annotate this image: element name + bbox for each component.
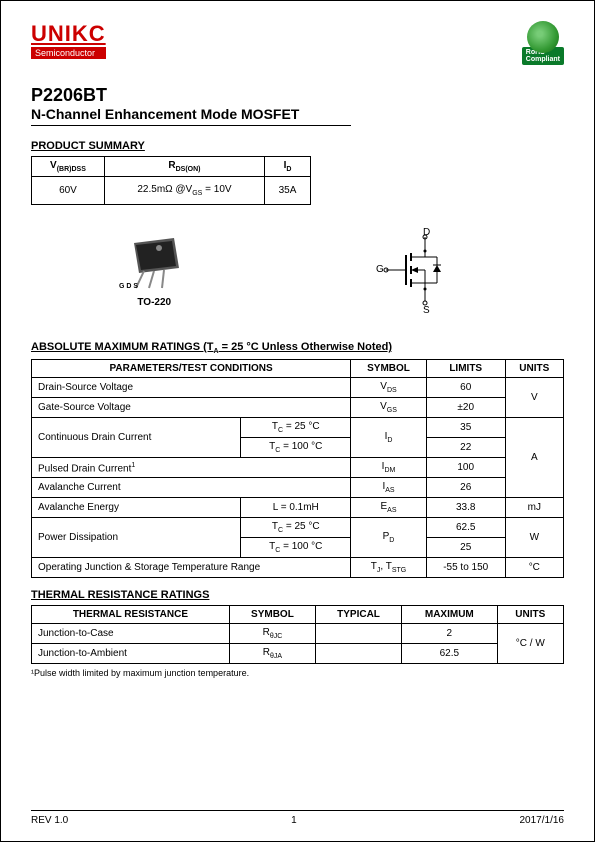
footnote: ¹Pulse width limited by maximum junction… bbox=[31, 668, 564, 678]
abs-table: PARAMETERS/TEST CONDITIONS SYMBOL LIMITS… bbox=[31, 359, 564, 578]
abs-limit: 22 bbox=[426, 438, 505, 458]
abs-limit: -55 to 150 bbox=[426, 558, 505, 578]
abs-unit: mJ bbox=[505, 498, 563, 518]
abs-limit: 100 bbox=[426, 458, 505, 478]
package-figure: G D S TO-220 bbox=[114, 233, 194, 308]
thermal-table: THERMAL RESISTANCE SYMBOL TYPICAL MAXIMU… bbox=[31, 605, 564, 664]
abs-symbol: PD bbox=[351, 518, 427, 558]
abs-limit: 62.5 bbox=[426, 518, 505, 538]
abs-symbol: VGS bbox=[351, 398, 427, 418]
brand-logo: UNIKC Semiconductor bbox=[31, 21, 106, 59]
thermal-unit: °C / W bbox=[497, 624, 563, 664]
summary-vbr: 60V bbox=[32, 177, 105, 205]
abs-cond: TC = 100 °C bbox=[241, 538, 351, 558]
abs-limit: 26 bbox=[426, 478, 505, 498]
abs-unit: °C bbox=[505, 558, 563, 578]
abs-limit: 33.8 bbox=[426, 498, 505, 518]
thermal-row: Junction-to-Case bbox=[32, 624, 230, 644]
abs-col-param: PARAMETERS/TEST CONDITIONS bbox=[32, 360, 351, 378]
thermal-col-symbol: SYMBOL bbox=[229, 606, 315, 624]
abs-cond: TC = 25 °C bbox=[241, 518, 351, 538]
abs-limit: 35 bbox=[426, 418, 505, 438]
gate-label: G bbox=[376, 264, 384, 275]
summary-rds: 22.5mΩ @VGS = 10V bbox=[104, 177, 264, 205]
abs-limit: 60 bbox=[426, 378, 505, 398]
page-footer: REV 1.0 1 2017/1/16 bbox=[31, 810, 564, 826]
abs-cond: TC = 25 °C bbox=[241, 418, 351, 438]
abs-row: Power Dissipation bbox=[32, 518, 241, 558]
abs-row: Pulsed Drain Current1 bbox=[32, 458, 351, 478]
abs-title: ABSOLUTE MAXIMUM RATINGS (TA = 25 °C Unl… bbox=[31, 341, 564, 355]
abs-symbol: EAS bbox=[351, 498, 427, 518]
abs-unit: V bbox=[505, 378, 563, 418]
to220-icon: G D S bbox=[114, 233, 194, 293]
abs-symbol: VDS bbox=[351, 378, 427, 398]
abs-col-symbol: SYMBOL bbox=[351, 360, 427, 378]
abs-row: Avalanche Energy bbox=[32, 498, 241, 518]
thermal-col-max: MAXIMUM bbox=[402, 606, 498, 624]
brand-name: UNIKC bbox=[31, 21, 106, 47]
abs-unit: W bbox=[505, 518, 563, 558]
summary-header-vbr: V(BR)DSS bbox=[32, 157, 105, 177]
abs-row: Drain-Source Voltage bbox=[32, 378, 351, 398]
thermal-col-typical: TYPICAL bbox=[315, 606, 401, 624]
abs-row: Gate-Source Voltage bbox=[32, 398, 351, 418]
brand-subtitle: Semiconductor bbox=[31, 47, 106, 59]
summary-header-rds: RDS(ON) bbox=[104, 157, 264, 177]
thermal-col-param: THERMAL RESISTANCE bbox=[32, 606, 230, 624]
part-number: P2206BT bbox=[31, 85, 564, 106]
abs-row: Continuous Drain Current bbox=[32, 418, 241, 458]
abs-limit: ±20 bbox=[426, 398, 505, 418]
summary-id: 35A bbox=[265, 177, 311, 205]
abs-col-limits: LIMITS bbox=[426, 360, 505, 378]
thermal-symbol: RθJC bbox=[229, 624, 315, 644]
summary-table: V(BR)DSS RDS(ON) ID 60V 22.5mΩ @VGS = 10… bbox=[31, 156, 311, 205]
source-label: S bbox=[423, 305, 430, 315]
thermal-typical bbox=[315, 644, 401, 664]
abs-row: Operating Junction & Storage Temperature… bbox=[32, 558, 351, 578]
abs-symbol: TJ, TSTG bbox=[351, 558, 427, 578]
summary-header-id: ID bbox=[265, 157, 311, 177]
part-subtitle: N-Channel Enhancement Mode MOSFET bbox=[31, 106, 351, 126]
thermal-row: Junction-to-Ambient bbox=[32, 644, 230, 664]
thermal-max: 62.5 bbox=[402, 644, 498, 664]
globe-icon bbox=[527, 21, 559, 53]
abs-row: Avalanche Current bbox=[32, 478, 351, 498]
thermal-symbol: RθJA bbox=[229, 644, 315, 664]
footer-rev: REV 1.0 bbox=[31, 815, 68, 826]
footer-page: 1 bbox=[291, 815, 297, 826]
abs-symbol: IAS bbox=[351, 478, 427, 498]
abs-limit: 25 bbox=[426, 538, 505, 558]
abs-cond: L = 0.1mH bbox=[241, 498, 351, 518]
footer-date: 2017/1/16 bbox=[520, 815, 565, 826]
abs-symbol: ID bbox=[351, 418, 427, 458]
abs-unit: A bbox=[505, 418, 563, 498]
abs-symbol: IDM bbox=[351, 458, 427, 478]
svg-text:G D S: G D S bbox=[119, 283, 138, 290]
thermal-max: 2 bbox=[402, 624, 498, 644]
rohs-badge: RoHSCompliant bbox=[522, 21, 564, 65]
thermal-col-units: UNITS bbox=[497, 606, 563, 624]
mosfet-symbol-icon: D G S bbox=[361, 225, 481, 315]
thermal-typical bbox=[315, 624, 401, 644]
package-label: TO-220 bbox=[137, 297, 171, 308]
thermal-title: THERMAL RESISTANCE RATINGS bbox=[31, 589, 564, 601]
abs-col-units: UNITS bbox=[505, 360, 563, 378]
summary-title: PRODUCT SUMMARY bbox=[31, 140, 564, 152]
abs-cond: TC = 100 °C bbox=[241, 438, 351, 458]
